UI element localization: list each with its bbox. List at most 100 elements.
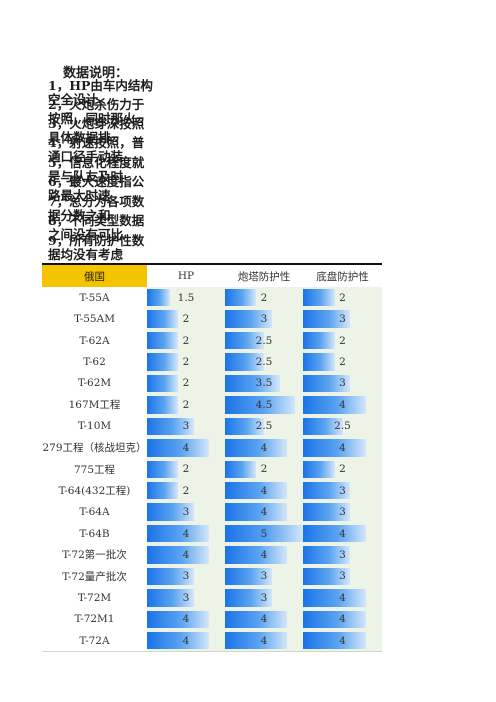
hull-protection-data-bar	[303, 289, 335, 307]
tank-name: T-64A	[42, 501, 147, 523]
hull-protection-value: 2.5	[334, 420, 351, 433]
header-hull-protection: 底盘防护性	[303, 265, 382, 287]
turret-protection-cell: 2.5	[225, 415, 303, 438]
turret-protection-data-bar	[225, 567, 272, 586]
table-row: T-64B 4 5 4	[42, 522, 382, 545]
turret-protection-value: 4	[260, 634, 268, 647]
hp-data-bar	[147, 632, 209, 650]
turret-protection-data-bar	[225, 289, 256, 307]
hull-protection-cell: 4	[303, 437, 382, 459]
hp-data-bar	[147, 610, 209, 628]
hp-value: 4	[182, 527, 190, 540]
table-row: T-62M 2 3.5 3	[42, 372, 382, 395]
hull-protection-cell: 2	[303, 329, 382, 352]
hull-protection-data-bar	[303, 589, 366, 607]
turret-protection-value: 4	[260, 484, 268, 497]
hull-protection-value: 4	[339, 398, 346, 411]
turret-protection-value: 3	[260, 591, 268, 604]
hp-cell: 2	[147, 394, 225, 416]
turret-protection-data-bar	[225, 460, 256, 478]
hull-protection-value: 3	[339, 548, 346, 561]
hp-cell: 3	[147, 587, 225, 609]
tank-name: T-64B	[42, 522, 147, 545]
turret-protection-cell: 4	[225, 501, 303, 523]
hp-data-bar	[147, 396, 178, 414]
hull-protection-cell: 3	[303, 308, 382, 330]
hull-protection-data-bar	[303, 524, 366, 543]
hp-value: 2	[182, 484, 190, 497]
turret-protection-data-bar	[225, 589, 272, 607]
turret-protection-value: 2	[260, 291, 268, 304]
hp-data-bar	[147, 546, 209, 564]
tank-protection-table: 俄国 HP 炮塔防护性 底盘防护性 T-55A 1.5 2 2 T-55AM 2 3 3 T-6…	[42, 263, 382, 653]
hp-data-bar	[147, 353, 178, 371]
turret-protection-cell: 4	[225, 479, 303, 502]
hull-protection-data-bar	[303, 439, 366, 457]
hp-data-bar	[147, 374, 178, 393]
turret-protection-value: 2	[260, 463, 268, 476]
hp-data-bar	[147, 524, 209, 543]
turret-protection-value: 3.5	[255, 377, 273, 390]
hull-protection-data-bar	[303, 460, 335, 478]
hull-protection-cell: 2	[303, 287, 382, 309]
hp-cell: 1.5	[147, 287, 225, 309]
turret-protection-cell: 5	[225, 522, 303, 545]
tank-name: T-72量产批次	[42, 565, 147, 588]
tank-name: T-72第一批次	[42, 544, 147, 566]
hp-cell: 2	[147, 351, 225, 373]
notes-title: 数据说明：	[63, 66, 129, 81]
hull-protection-cell: 2	[303, 351, 382, 373]
note-item: 9，所有防护性数据均没有考虑	[48, 234, 145, 261]
hull-protection-data-bar	[303, 632, 366, 650]
table-row: T-10M 3 2.5 2.5	[42, 415, 382, 438]
hp-cell: 3	[147, 565, 225, 588]
hp-data-bar	[147, 481, 178, 500]
hull-protection-cell: 3	[303, 544, 382, 566]
hp-value: 4	[182, 548, 190, 561]
turret-protection-cell: 3	[225, 587, 303, 609]
hull-protection-value: 4	[339, 441, 346, 454]
turret-protection-data-bar	[225, 481, 287, 500]
hp-cell: 4	[147, 630, 225, 652]
turret-protection-data-bar	[225, 610, 287, 628]
hull-protection-cell: 3	[303, 501, 382, 523]
hp-cell: 3	[147, 415, 225, 438]
hull-protection-value: 2	[339, 291, 346, 304]
hull-protection-cell: 4	[303, 522, 382, 545]
hp-data-bar	[147, 589, 194, 607]
hull-protection-data-bar	[303, 353, 335, 371]
table-row: T-72量产批次 3 3 3	[42, 565, 382, 588]
hull-protection-data-bar	[303, 481, 350, 500]
hull-protection-value: 2	[339, 463, 346, 476]
hp-data-bar	[147, 439, 209, 457]
tank-name: T-62	[42, 351, 147, 373]
turret-protection-value: 2.5	[255, 334, 273, 347]
turret-protection-cell: 3	[225, 308, 303, 330]
table-row: T-72M1 4 4 4	[42, 608, 382, 630]
turret-protection-data-bar	[225, 396, 295, 414]
note-item: 1，HP由车内结构空全设计、	[48, 79, 153, 106]
hull-protection-data-bar	[303, 310, 350, 328]
hp-value: 1.5	[177, 291, 195, 304]
hull-protection-value: 3	[339, 570, 346, 583]
hp-value: 2	[182, 334, 190, 347]
hp-data-bar	[147, 503, 194, 521]
hp-cell: 3	[147, 501, 225, 523]
turret-protection-cell: 2.5	[225, 351, 303, 373]
note-item: 5，信息化程度就是与队友及时	[48, 156, 145, 183]
hull-protection-value: 4	[339, 634, 346, 647]
turret-protection-data-bar	[225, 331, 264, 350]
table-row: T-55AM 2 3 3	[42, 308, 382, 330]
table-row: T-62 2 2.5 2	[42, 351, 382, 373]
hull-protection-cell: 2	[303, 458, 382, 480]
tank-name: T-72M1	[42, 608, 147, 630]
turret-protection-data-bar	[225, 310, 272, 328]
table-row: T-72A 4 4 4	[42, 630, 382, 652]
hull-protection-cell: 3	[303, 565, 382, 588]
turret-protection-value: 3	[260, 313, 268, 326]
turret-protection-value: 2.5	[255, 356, 273, 369]
turret-protection-data-bar	[225, 546, 287, 564]
hp-value: 2	[182, 463, 190, 476]
hull-protection-data-bar	[303, 567, 350, 586]
hull-protection-data-bar	[303, 417, 343, 436]
